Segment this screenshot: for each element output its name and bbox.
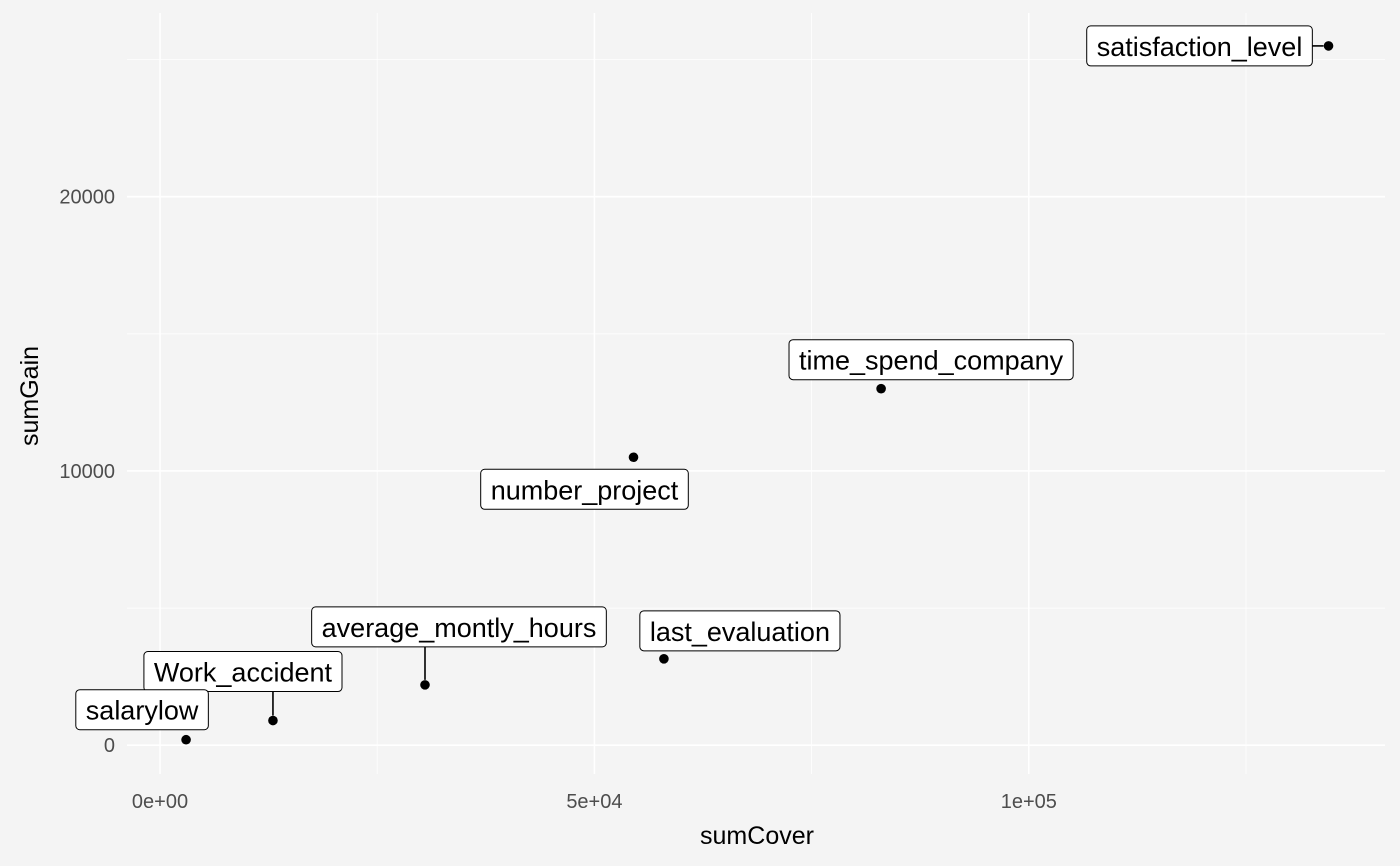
x-axis-ticks: 0e+00 5e+04 1e+05: [132, 791, 1057, 813]
point-label-box: [1086, 25, 1313, 67]
data-point: [659, 654, 669, 664]
point-labels: satisfaction_level time_spend_companynumb…: [75, 25, 1313, 731]
point-label-box: [639, 610, 841, 652]
point-label-box: [788, 339, 1074, 381]
point-label-text: time_spend_company: [799, 346, 1064, 376]
y-axis-title: sumGain: [16, 346, 44, 446]
data-point: [876, 383, 886, 394]
point-label-text: Work_accident: [154, 658, 333, 688]
point-label-box: [480, 468, 689, 510]
point-label-text: last_evaluation: [650, 617, 830, 647]
y-axis-ticks: 0 10000 20000: [59, 187, 115, 757]
major-gridlines: [127, 13, 1385, 774]
x-tick-label: 0e+00: [132, 791, 188, 813]
point-label-text: salarylow: [86, 696, 199, 726]
y-tick-label: 20000: [59, 187, 115, 209]
data-points: [181, 41, 1334, 745]
x-tick-label: 1e+05: [1001, 791, 1057, 813]
data-point: [268, 715, 278, 726]
x-axis-title: sumCover: [700, 822, 814, 850]
y-tick-label: 10000: [59, 461, 115, 483]
point-label-box: [143, 651, 343, 693]
data-point: [628, 452, 639, 463]
data-point: [420, 680, 430, 690]
point-label-text: satisfaction_level: [1097, 32, 1303, 62]
data-point: [181, 734, 191, 745]
y-tick-label: 0: [104, 735, 115, 757]
point-label-box: [311, 606, 607, 648]
point-label-text: average_montly_hours: [322, 613, 597, 643]
point-label-text: number_project: [491, 475, 679, 505]
x-tick-label: 5e+04: [566, 791, 622, 813]
data-point: [1323, 41, 1334, 51]
point-label-box: [75, 689, 209, 731]
label-leader-lines: [272, 45, 1324, 716]
